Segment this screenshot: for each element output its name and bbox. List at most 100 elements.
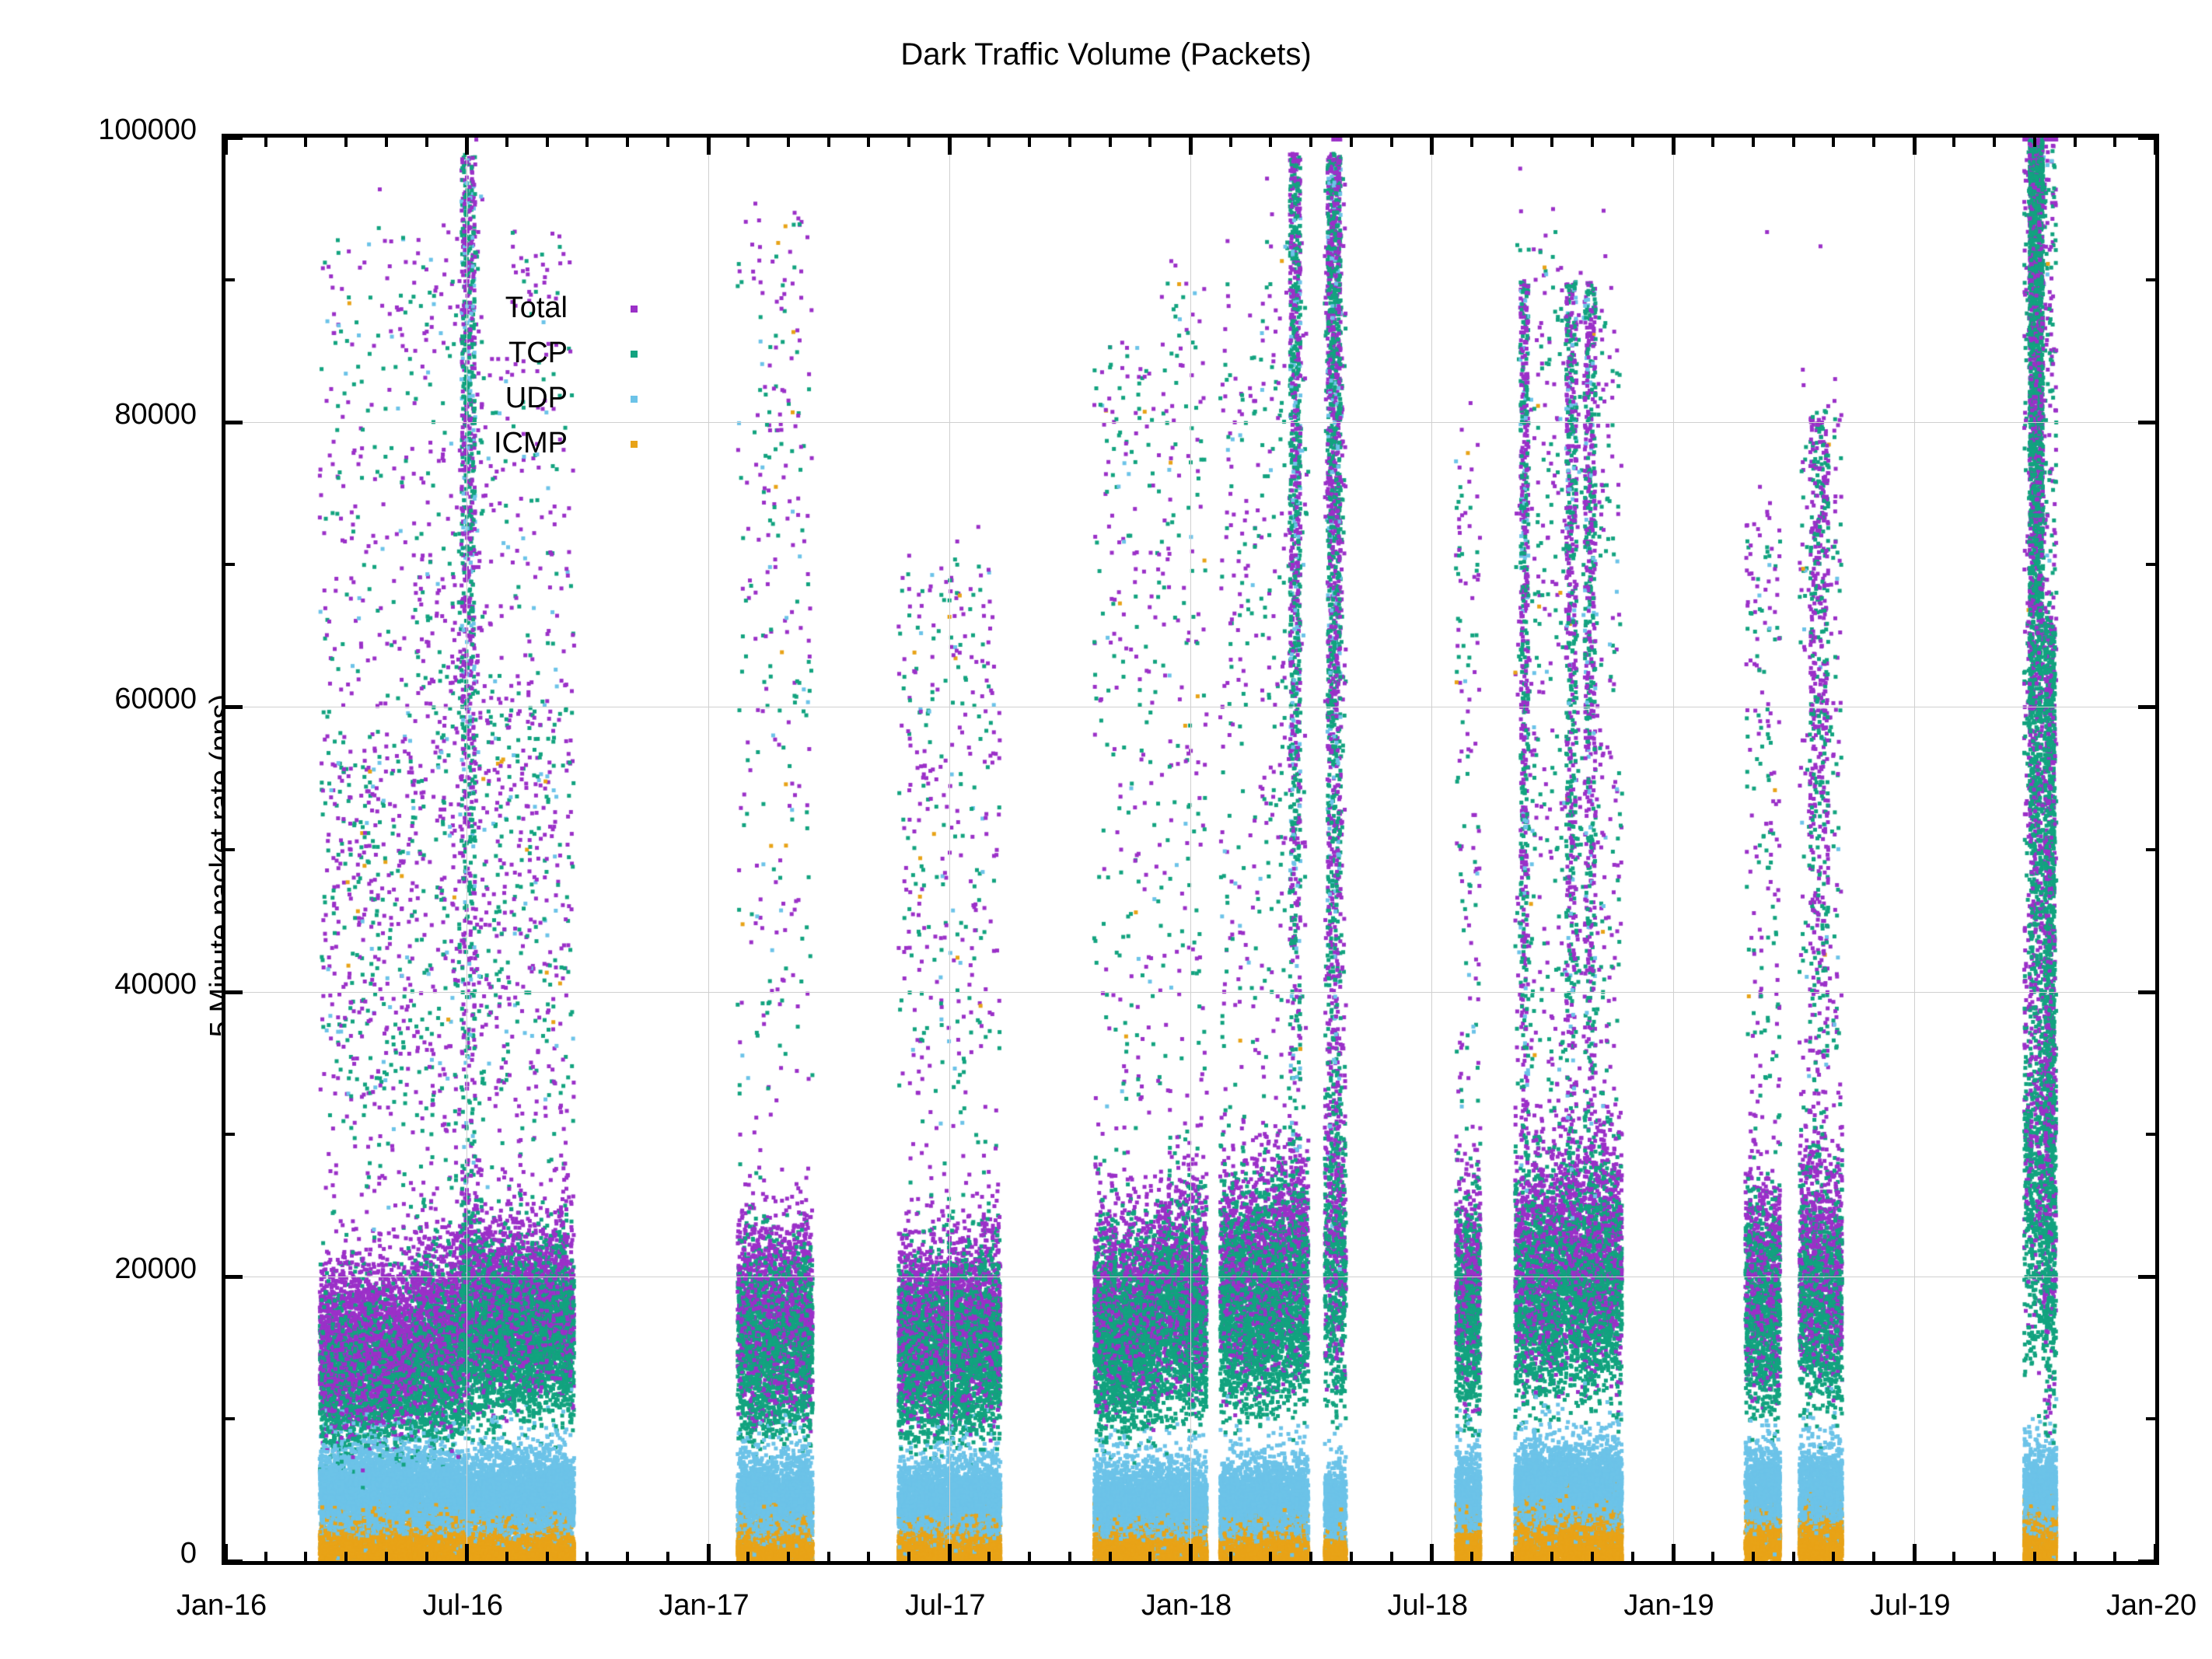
x-tick-minor-top xyxy=(1349,138,1353,147)
x-tick-minor-top xyxy=(1591,138,1595,147)
y-tick-minor-right xyxy=(2146,278,2155,282)
y-tick-minor xyxy=(225,847,235,851)
x-tick-minor-top xyxy=(425,138,428,147)
x-tick-minor xyxy=(1832,1552,1836,1561)
x-tick-major xyxy=(2154,1544,2158,1561)
y-tick-minor xyxy=(225,563,235,567)
x-tick-minor xyxy=(304,1552,308,1561)
x-tick-minor-top xyxy=(826,138,830,147)
x-tick-minor-top xyxy=(2113,138,2117,147)
y-tick-minor xyxy=(225,278,235,282)
x-tick-minor-top xyxy=(786,138,790,147)
x-tick-minor-top xyxy=(1269,138,1273,147)
x-tick-major xyxy=(465,1544,470,1561)
legend-label: ICMP xyxy=(494,427,568,459)
x-tick-major-top xyxy=(2154,138,2158,155)
y-tick-major-right xyxy=(2138,1559,2155,1563)
x-tick-minor-top xyxy=(304,138,308,147)
x-tick-minor xyxy=(2113,1552,2117,1561)
x-tick-minor xyxy=(1309,1552,1313,1561)
x-tick-minor xyxy=(786,1552,790,1561)
x-tick-minor-top xyxy=(1630,138,1634,147)
x-tick-minor xyxy=(1389,1552,1393,1561)
x-tick-label: Jul-19 xyxy=(1870,1589,1951,1622)
x-tick-minor xyxy=(505,1552,508,1561)
y-tick-minor xyxy=(225,1132,235,1136)
x-tick-minor xyxy=(384,1552,388,1561)
x-tick-minor-top xyxy=(1550,138,1554,147)
x-tick-minor xyxy=(1148,1552,1152,1561)
y-tick-minor-right xyxy=(2146,1416,2155,1420)
x-tick-minor-top xyxy=(2032,138,2036,147)
x-tick-label: Jul-17 xyxy=(905,1589,986,1622)
x-tick-minor-top xyxy=(626,138,630,147)
gridline-vertical xyxy=(1431,138,1433,1561)
x-tick-minor xyxy=(746,1552,750,1561)
x-tick-minor-top xyxy=(384,138,388,147)
legend-item-udp: UDP xyxy=(470,375,638,421)
x-tick-minor-top xyxy=(585,138,589,147)
x-tick-minor xyxy=(1228,1552,1232,1561)
gridline-vertical xyxy=(1913,138,1915,1561)
legend-label: UDP xyxy=(505,382,568,414)
y-tick-major-right xyxy=(2138,990,2155,994)
x-tick-minor xyxy=(1952,1552,1956,1561)
legend-marker-dot-icon xyxy=(631,396,638,403)
y-tick-major-right xyxy=(2138,1274,2155,1279)
x-tick-minor-top xyxy=(1309,138,1313,147)
x-tick-minor-top xyxy=(1028,138,1032,147)
x-tick-label: Jan-16 xyxy=(176,1589,267,1622)
chart-legend: Total TCP UDP ICMP xyxy=(470,285,638,466)
x-tick-minor-top xyxy=(1389,138,1393,147)
y-tick-minor xyxy=(225,1416,235,1420)
x-tick-minor-top xyxy=(344,138,348,147)
y-tick-major-right xyxy=(2138,705,2155,710)
x-tick-minor xyxy=(907,1552,911,1561)
y-tick-minor-right xyxy=(2146,563,2155,567)
x-tick-minor xyxy=(264,1552,267,1561)
y-tick-minor-right xyxy=(2146,847,2155,851)
x-tick-major xyxy=(1671,1544,1676,1561)
x-tick-major-top xyxy=(465,138,470,155)
x-tick-major xyxy=(224,1544,228,1561)
y-tick-label: 100000 xyxy=(98,114,197,146)
gridline-vertical xyxy=(1190,138,1191,1561)
x-tick-minor xyxy=(987,1552,991,1561)
legend-marker-dot-icon xyxy=(631,351,638,358)
x-tick-minor-top xyxy=(545,138,549,147)
x-tick-minor-top xyxy=(907,138,911,147)
y-tick-label: 80000 xyxy=(114,398,197,431)
x-tick-major-top xyxy=(1671,138,1676,155)
y-tick-major xyxy=(225,421,243,425)
x-tick-minor xyxy=(1630,1552,1634,1561)
y-tick-major xyxy=(225,1274,243,1279)
x-tick-minor-top xyxy=(1791,138,1795,147)
x-tick-minor xyxy=(1349,1552,1353,1561)
x-tick-major xyxy=(1430,1544,1434,1561)
legend-label: Total xyxy=(505,292,568,324)
y-tick-label: 40000 xyxy=(114,967,197,1001)
legend-marker-dot-icon xyxy=(631,306,638,313)
gridline-vertical xyxy=(708,138,709,1561)
x-tick-major xyxy=(706,1544,711,1561)
x-tick-minor-top xyxy=(1872,138,1876,147)
x-tick-major-top xyxy=(224,138,228,155)
x-tick-minor-top xyxy=(1469,138,1473,147)
y-tick-major xyxy=(225,1559,243,1563)
x-tick-major-top xyxy=(1189,138,1193,155)
x-tick-minor xyxy=(1510,1552,1514,1561)
x-tick-minor xyxy=(1068,1552,1071,1561)
legend-item-tcp: TCP xyxy=(470,330,638,375)
x-tick-minor-top xyxy=(987,138,991,147)
x-tick-minor xyxy=(2032,1552,2036,1561)
x-tick-minor xyxy=(1872,1552,1876,1561)
x-tick-minor xyxy=(1791,1552,1795,1561)
x-tick-minor-top xyxy=(1148,138,1152,147)
x-tick-minor xyxy=(1751,1552,1755,1561)
x-tick-minor xyxy=(1711,1552,1715,1561)
x-tick-minor xyxy=(626,1552,630,1561)
y-tick-major xyxy=(225,136,243,140)
x-tick-major-top xyxy=(947,138,952,155)
x-tick-minor xyxy=(344,1552,348,1561)
